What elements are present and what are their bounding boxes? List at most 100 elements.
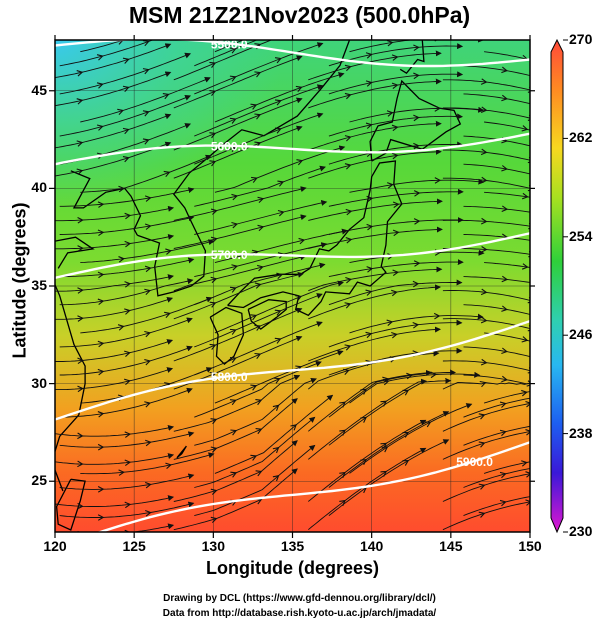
streamline xyxy=(59,317,193,348)
streamline xyxy=(59,387,193,418)
streamline xyxy=(194,321,323,376)
streamline xyxy=(328,439,450,516)
stream-arrowhead xyxy=(231,221,239,229)
contour-label: 5800.0 xyxy=(211,370,248,384)
streamline xyxy=(214,40,245,53)
stream-arrowhead xyxy=(209,343,217,350)
stream-arrowhead xyxy=(366,266,374,273)
stream-arrowhead xyxy=(76,140,84,147)
streamline xyxy=(308,378,428,460)
streamline xyxy=(328,141,464,165)
streamline xyxy=(308,326,441,362)
streamline xyxy=(194,262,326,306)
stream-arrowhead xyxy=(501,305,508,312)
streamline xyxy=(80,239,215,264)
streamline xyxy=(463,65,530,76)
streamline xyxy=(59,473,195,490)
stream-arrowhead xyxy=(76,168,84,175)
streamline xyxy=(214,72,345,123)
stream-arrowhead xyxy=(382,376,389,384)
ryukyu-coast xyxy=(176,445,187,459)
stream-arrowhead xyxy=(525,400,530,408)
stream-arrowhead xyxy=(345,237,353,244)
stream-arrowhead xyxy=(77,245,84,252)
stream-arrowhead xyxy=(391,331,398,339)
streamline xyxy=(173,374,301,432)
stream-arrowhead xyxy=(124,350,131,357)
colorbar xyxy=(550,38,564,534)
stream-arrowhead xyxy=(391,152,399,160)
stream-arrowhead xyxy=(345,276,352,284)
stream-arrowhead xyxy=(434,177,442,184)
stream-arrowhead xyxy=(295,85,303,93)
stream-arrowhead xyxy=(255,428,263,435)
stream-arrowhead xyxy=(501,275,509,283)
stream-arrowhead xyxy=(501,375,508,383)
stream-arrowhead xyxy=(144,195,152,202)
stream-arrowhead xyxy=(210,488,218,495)
x-tick-label: 130 xyxy=(201,538,225,554)
stream-arrowhead xyxy=(412,280,420,288)
streamline xyxy=(442,501,530,531)
stream-arrowhead xyxy=(276,272,283,280)
stream-arrowhead xyxy=(122,85,130,92)
streamline xyxy=(463,346,530,358)
stream-arrowhead xyxy=(77,502,84,510)
stream-arrowhead xyxy=(165,248,172,255)
y-tick-label: 25 xyxy=(31,472,47,489)
stream-arrowhead xyxy=(413,44,420,51)
height-contours: 5500.0 5600.0 5700.0 5800.0 5900.0 xyxy=(55,40,530,532)
stream-arrowhead xyxy=(142,138,150,145)
stream-arrowhead xyxy=(229,328,237,335)
stream-arrowhead xyxy=(124,240,132,248)
stream-arrowhead xyxy=(501,347,508,355)
stream-arrowhead xyxy=(124,431,132,438)
kyushu-coast xyxy=(209,306,245,365)
streamline xyxy=(484,262,530,268)
y-tick-label: 35 xyxy=(31,277,47,293)
stream-arrowhead xyxy=(250,314,258,321)
stream-arrowhead xyxy=(77,460,84,468)
streamline xyxy=(55,523,175,532)
streamline xyxy=(55,43,172,79)
streamline xyxy=(463,276,530,283)
stream-arrowhead xyxy=(117,108,124,116)
stream-arrowhead xyxy=(164,311,171,319)
stream-arrowhead xyxy=(97,486,105,493)
stream-arrowhead xyxy=(296,159,304,166)
stream-arrowhead xyxy=(521,389,528,397)
y-tick-label: 45 xyxy=(31,81,47,98)
stream-arrowhead xyxy=(210,516,218,524)
y-tick-label: 40 xyxy=(31,179,47,196)
contour-label: 5700.0 xyxy=(211,248,248,262)
streamline xyxy=(55,113,172,149)
streamline xyxy=(349,178,485,193)
streamline xyxy=(173,40,273,81)
streamline xyxy=(214,350,344,404)
stream-arrowhead xyxy=(413,218,421,225)
stream-arrowhead xyxy=(274,309,282,316)
stream-arrowhead xyxy=(499,499,507,507)
streamline xyxy=(463,374,530,385)
stream-arrowhead xyxy=(163,22,170,29)
stream-arrowhead xyxy=(145,481,152,489)
stream-arrowhead xyxy=(386,40,394,47)
stream-arrowhead xyxy=(209,132,217,139)
streamline xyxy=(328,259,464,278)
stream-arrowhead xyxy=(342,368,350,375)
stream-arrowhead xyxy=(296,14,303,21)
streamline xyxy=(463,163,530,175)
streamline xyxy=(483,391,530,404)
stream-arrowhead xyxy=(521,263,529,270)
stream-arrowhead xyxy=(209,160,217,167)
credit-data: Data from http://database.rish.kyoto-u.a… xyxy=(162,608,437,619)
stream-arrowhead xyxy=(231,264,239,271)
stream-arrowhead xyxy=(501,66,508,74)
stream-arrowhead xyxy=(122,156,130,163)
stream-arrowhead xyxy=(210,418,218,425)
stream-arrowhead xyxy=(274,127,282,134)
streamline xyxy=(194,112,324,165)
streamline xyxy=(463,135,530,147)
stream-arrowhead xyxy=(145,510,152,517)
stream-arrowhead xyxy=(344,135,352,142)
